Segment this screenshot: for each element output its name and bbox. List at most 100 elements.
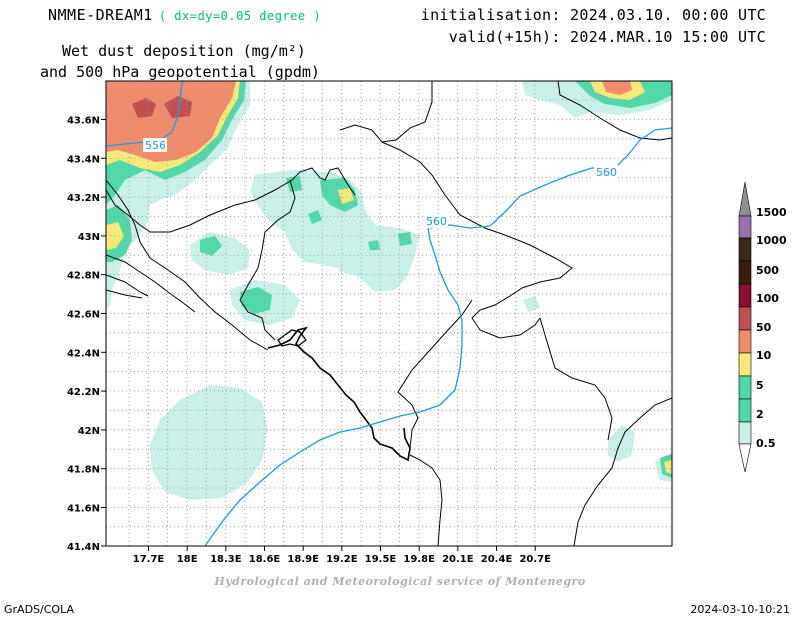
legend-label-1500: 1500 xyxy=(756,206,787,219)
legend-label-2: 2 xyxy=(756,408,764,421)
lon-label: 19.8E xyxy=(403,554,435,565)
legend-label-100: 100 xyxy=(756,292,779,305)
area-yellow-e xyxy=(664,460,672,474)
border-mne-srb xyxy=(339,81,433,143)
boundaries xyxy=(106,81,672,546)
border-alb-south xyxy=(409,454,443,546)
legend-label-10: 10 xyxy=(756,349,772,362)
coastline-mne xyxy=(267,326,411,462)
border-cro-west xyxy=(106,179,269,351)
lat-label: 43N xyxy=(78,232,100,243)
lat-label: 41.8N xyxy=(67,465,100,476)
lat-label: 41.4N xyxy=(67,542,100,553)
lon-label: 18E xyxy=(177,554,198,565)
border-srb-east xyxy=(381,141,573,339)
legend-box-2-5 xyxy=(738,352,752,377)
latitude-labels: 43.6N 43.4N 43.2N 43N 42.8N 42.6N 42.4N 42.2N 42… xyxy=(67,116,100,554)
border-cro-sub2 xyxy=(106,274,149,297)
geopotential-contours xyxy=(106,81,672,546)
area-light-dot xyxy=(523,296,540,312)
deposition-field: 556 560 560 xyxy=(106,81,672,546)
area-orange-ne xyxy=(602,81,632,95)
lat-label: 42.2N xyxy=(67,387,100,398)
field-title-line1: Wet dust deposition (mg/m²) xyxy=(62,42,306,60)
lon-label: 20.4E xyxy=(481,554,513,565)
lat-label: 41.6N xyxy=(67,504,100,515)
legend-box-50-100 xyxy=(738,283,752,308)
legend-box-5-10 xyxy=(738,329,752,354)
area-red-2 xyxy=(164,96,192,118)
area-red-1 xyxy=(132,98,156,118)
border-bih-mne xyxy=(239,179,296,341)
legend-box-0.5-2 xyxy=(738,375,752,400)
contour-labels: 556 560 560 xyxy=(143,138,618,228)
area-mid-c5 xyxy=(308,210,322,224)
lat-label: 42.8N xyxy=(67,271,100,282)
area-light-e1 xyxy=(608,425,635,462)
legend-label-0.5: 0.5 xyxy=(756,437,776,450)
contour-560-east xyxy=(429,127,672,229)
area-mid-c6 xyxy=(398,232,412,246)
contour-label-560-center: 560 xyxy=(426,215,447,228)
border-cro-sub3 xyxy=(106,289,143,299)
lon-label: 18.9E xyxy=(287,554,319,565)
border-ne xyxy=(557,81,672,141)
lon-label: 20.7E xyxy=(519,554,551,565)
deposition-level-50-areas xyxy=(132,96,192,118)
legend-label-500: 500 xyxy=(756,264,779,277)
legend-label-50: 50 xyxy=(756,321,772,334)
software-label: GrADS/COLA xyxy=(4,603,74,616)
contour-560-north xyxy=(204,227,463,546)
legend-label-5: 5 xyxy=(756,379,764,392)
initialisation-time: initialisation: 2024.03.10. 00:00 UTC xyxy=(420,6,766,24)
lon-label: 20.1E xyxy=(442,554,474,565)
contour-label-556: 556 xyxy=(145,139,166,152)
lat-label: 42.4N xyxy=(67,348,100,359)
lon-label: 17.7E xyxy=(133,554,165,565)
border-mne-alb xyxy=(397,299,473,449)
lon-label: 19.5E xyxy=(365,554,397,565)
contour-556 xyxy=(106,81,184,147)
model-resolution: ( dx=dy=0.05 degree ) xyxy=(158,9,322,23)
legend-arrow-bottom xyxy=(738,443,752,473)
legend-box-1000-1500 xyxy=(738,215,752,239)
area-light-blob3 xyxy=(335,252,365,275)
credit-line: Hydrological and Meteorological service … xyxy=(214,575,586,588)
lat-lon-grid xyxy=(106,81,672,546)
model-title: NMME-DREAM1 ( dx=dy=0.05 degree ) xyxy=(48,6,321,24)
border-alb-mkd xyxy=(573,397,672,546)
border-kosovo xyxy=(539,317,613,441)
legend-box-500-1000 xyxy=(738,237,752,262)
valid-time: valid(+15h): 2024.MAR.10 15:00 UTC xyxy=(448,28,766,46)
lat-label: 42.6N xyxy=(67,310,100,321)
lat-label: 43.4N xyxy=(67,154,100,165)
lat-label: 43.6N xyxy=(67,116,100,127)
area-light-center xyxy=(250,170,420,292)
lat-label: 42N xyxy=(78,426,100,437)
area-mid-c7 xyxy=(368,240,380,250)
legend-box-2-lower xyxy=(738,398,752,423)
generation-timestamp: 2024-03-10-10:21 xyxy=(690,603,790,616)
lon-label: 19.2E xyxy=(326,554,358,565)
contour-label-560-east: 560 xyxy=(596,166,617,179)
legend-box-100-500 xyxy=(738,260,752,285)
legend-label-1000: 1000 xyxy=(756,234,787,247)
area-mid-c3 xyxy=(200,236,222,256)
axis-ticks xyxy=(101,119,536,551)
model-name: NMME-DREAM1 xyxy=(48,6,153,24)
field-title-line2: and 500 hPa geopotential (gpdm) xyxy=(40,63,320,81)
border-cro-sub xyxy=(106,254,196,313)
legend-box-low xyxy=(738,421,752,445)
coastline-mne-bay xyxy=(277,329,307,347)
color-legend: 1500 1000 500 100 50 10 5 2 0.5 xyxy=(738,181,787,473)
lon-label: 18.3E xyxy=(210,554,242,565)
area-yellow-c xyxy=(338,188,354,204)
longitude-labels: 17.7E 18E 18.3E 18.6E 18.9E 19.2E 19.5E 19.8E 20… xyxy=(133,554,551,565)
border-bih-north xyxy=(106,167,356,233)
legend-arrow-top xyxy=(738,181,752,217)
area-light-south xyxy=(150,385,268,500)
legend-box-10-50 xyxy=(738,306,752,331)
lat-label: 43.2N xyxy=(67,193,100,204)
lon-label: 18.6E xyxy=(249,554,281,565)
